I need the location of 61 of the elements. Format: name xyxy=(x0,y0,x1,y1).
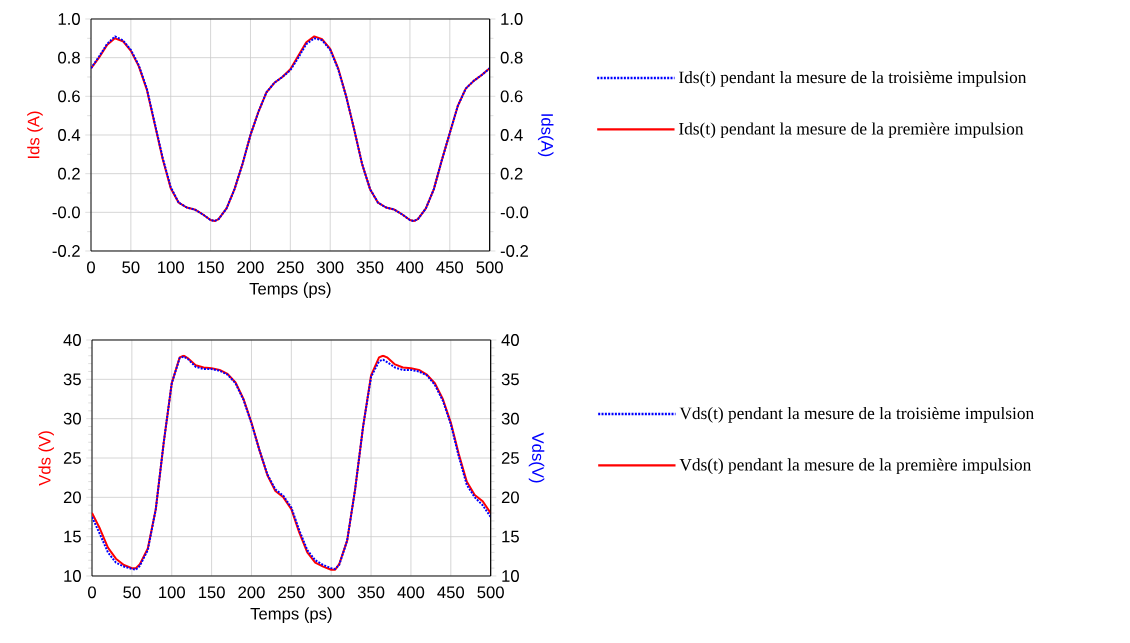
y-axis-title: Vds (V) xyxy=(38,431,54,486)
y-tick-label: 30 xyxy=(63,412,81,425)
legend-label: Vds(t) pendant la mesure de la première impulsion xyxy=(679,458,1032,475)
y2-tick-label: 10 xyxy=(502,570,519,582)
x-tick-label: 450 xyxy=(436,261,464,274)
x-tick-label: 300 xyxy=(316,261,344,274)
y-tick-label: 1.0 xyxy=(58,13,80,25)
x-tick-label: 100 xyxy=(158,261,184,274)
y2-axis-title: Vds(V) xyxy=(528,432,545,483)
legend-label: Ids(t) pendant la mesure de la première impulsion xyxy=(679,122,1024,139)
x-tick-label: 200 xyxy=(237,261,264,274)
y-tick-label: -0.0 xyxy=(52,206,80,219)
x-axis-title: Temps (ps) xyxy=(250,607,332,623)
y2-tick-label: 1.0 xyxy=(501,13,523,25)
x-tick-label: 500 xyxy=(477,586,504,599)
x-tick-label: 0 xyxy=(87,261,95,274)
x-tick-label: 500 xyxy=(476,261,503,274)
y-tick-label: 0.8 xyxy=(58,51,80,64)
y2-tick-label: 15 xyxy=(502,530,519,543)
y2-tick-label: 30 xyxy=(501,412,519,425)
y-tick-label: 0.6 xyxy=(58,90,80,103)
x-tick-label: 350 xyxy=(356,261,384,274)
y2-tick-label: 25 xyxy=(501,452,519,464)
y2-tick-label: 40 xyxy=(501,334,519,346)
x-axis-title: Temps (ps) xyxy=(249,282,331,298)
x-tick-label: 50 xyxy=(123,586,141,599)
y-tick-label: 10 xyxy=(64,570,81,582)
x-tick-label: 450 xyxy=(437,586,465,599)
y2-tick-label: 35 xyxy=(501,373,519,386)
legend-label: Vds(t) pendant la mesure de la troisième impulsion xyxy=(679,406,1034,423)
legend-label: Ids(t) pendant la mesure de la troisième impulsion xyxy=(679,71,1027,87)
y2-tick-label: -0.2 xyxy=(500,245,528,257)
x-tick-label: 300 xyxy=(317,586,345,599)
line-series xyxy=(91,35,490,223)
y2-tick-label: -0.0 xyxy=(500,206,529,219)
y2-axis-title: Ids(A) xyxy=(537,114,554,157)
y2-tick-label: 0.4 xyxy=(500,129,523,141)
y2-tick-label: 0.8 xyxy=(500,51,523,64)
x-tick-label: 250 xyxy=(277,261,304,274)
x-tick-label: 150 xyxy=(197,261,224,274)
y-axis-title: Ids (A) xyxy=(27,111,43,158)
x-tick-label: 250 xyxy=(278,586,305,599)
y2-tick-label: 20 xyxy=(501,491,519,504)
x-tick-label: 350 xyxy=(357,586,385,599)
y-tick-label: 20 xyxy=(63,491,81,504)
x-tick-label: 150 xyxy=(198,586,225,599)
x-tick-label: 50 xyxy=(122,261,140,274)
y-tick-label: 0.4 xyxy=(58,129,81,141)
x-tick-label: 400 xyxy=(397,586,425,599)
y2-tick-label: 0.6 xyxy=(500,90,523,103)
y-tick-label: -0.2 xyxy=(52,245,80,257)
x-tick-label: 200 xyxy=(238,586,265,599)
y-tick-label: 15 xyxy=(64,530,81,543)
x-tick-label: 400 xyxy=(396,261,424,274)
y-tick-label: 0.2 xyxy=(58,167,80,180)
x-tick-label: 100 xyxy=(159,586,185,599)
y2-tick-label: 0.2 xyxy=(500,167,523,180)
y-tick-label: 35 xyxy=(63,373,81,386)
x-tick-label: 0 xyxy=(88,586,96,599)
y-tick-label: 25 xyxy=(63,452,81,464)
y-tick-label: 40 xyxy=(63,334,81,346)
